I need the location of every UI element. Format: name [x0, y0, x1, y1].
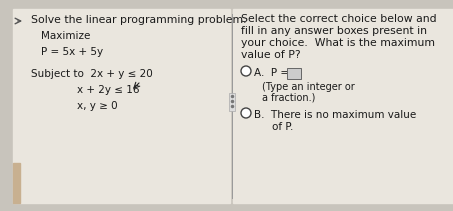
Text: Select the correct choice below and: Select the correct choice below and — [241, 14, 437, 24]
Text: of P.: of P. — [272, 122, 294, 132]
Text: P = 5x + 5y: P = 5x + 5y — [41, 47, 103, 57]
Text: value of P?: value of P? — [241, 50, 301, 60]
Bar — [13, 163, 20, 203]
Text: (Type an integer or: (Type an integer or — [262, 82, 355, 92]
Bar — [233, 9, 453, 203]
Text: A.  P =: A. P = — [254, 68, 289, 78]
Text: B.  There is no maximum value: B. There is no maximum value — [254, 110, 416, 120]
Text: your choice.  What is the maximum: your choice. What is the maximum — [241, 38, 435, 48]
Text: x, y ≥ 0: x, y ≥ 0 — [77, 101, 118, 111]
Text: fill in any answer boxes present in: fill in any answer boxes present in — [241, 26, 427, 36]
Bar — [287, 68, 301, 79]
Bar — [13, 9, 230, 203]
Text: Subject to  2x + y ≤ 20: Subject to 2x + y ≤ 20 — [31, 69, 153, 79]
Text: x + 2y ≤ 16: x + 2y ≤ 16 — [77, 85, 140, 95]
Circle shape — [241, 108, 251, 118]
Text: Maximize: Maximize — [41, 31, 91, 41]
Circle shape — [241, 66, 251, 76]
Text: Solve the linear programming problem.: Solve the linear programming problem. — [31, 15, 246, 25]
Text: a fraction.): a fraction.) — [262, 93, 315, 103]
Bar — [229, 93, 235, 111]
